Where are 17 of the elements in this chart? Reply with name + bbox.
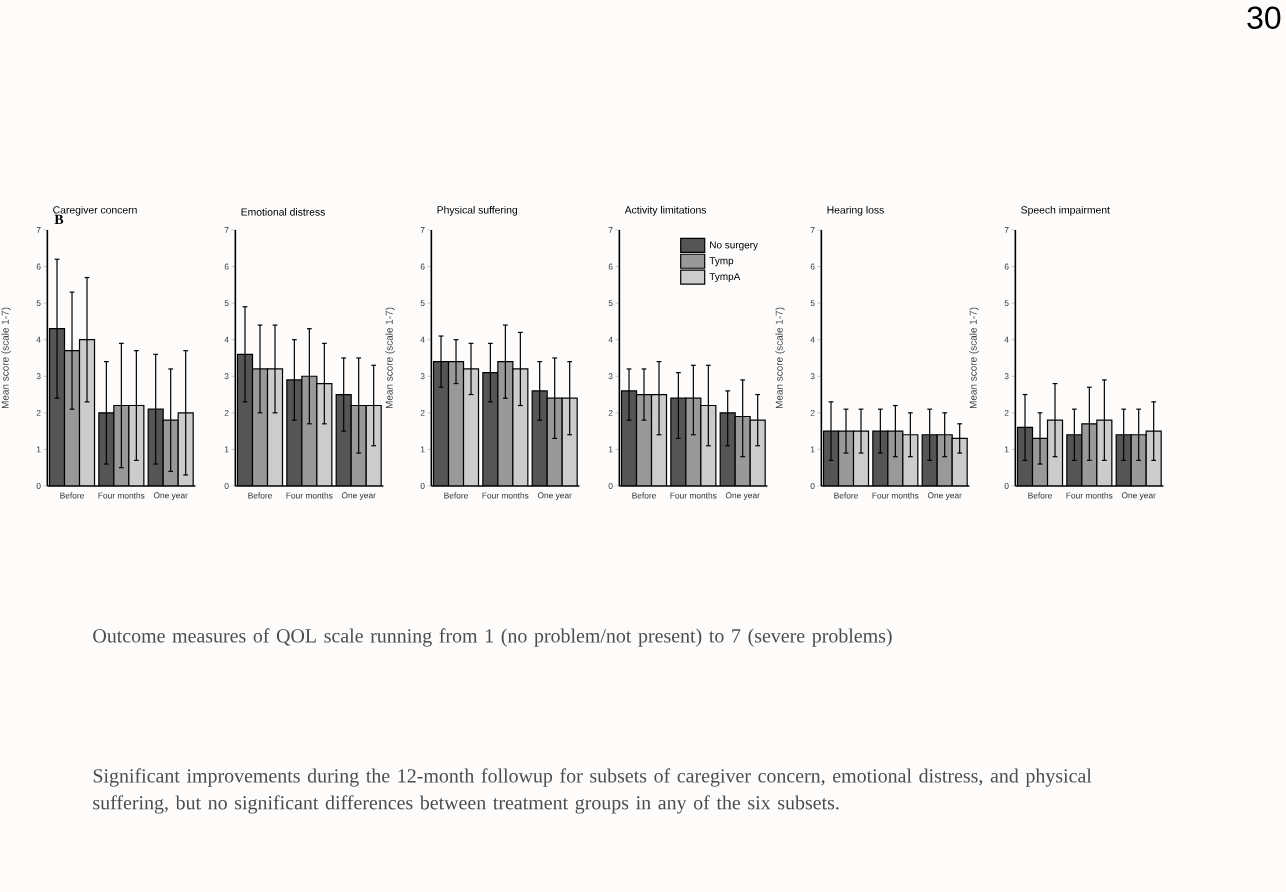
bar [546,397,563,486]
text: Outcome measures of QOL scale running from 1 (no problem/not present) to 7 (severe problems) [93,628,892,647]
bar [749,419,766,486]
bar [685,397,702,486]
bar [635,393,653,486]
bar [63,350,81,486]
bar [251,368,269,486]
bar [497,361,514,486]
text: 30 [1247,6,1281,29]
bar [700,404,717,486]
bar [447,361,465,486]
bar [301,375,318,486]
bar [286,379,303,486]
bar [1130,434,1147,486]
text: Significant improvements during the 12-month followup for subsets of caregiver concern, emotional distress, and physical suffering, but no significant differences between treatment groups in any of the six subsets. [93,768,1092,814]
bar [650,393,668,486]
bar [335,393,352,486]
